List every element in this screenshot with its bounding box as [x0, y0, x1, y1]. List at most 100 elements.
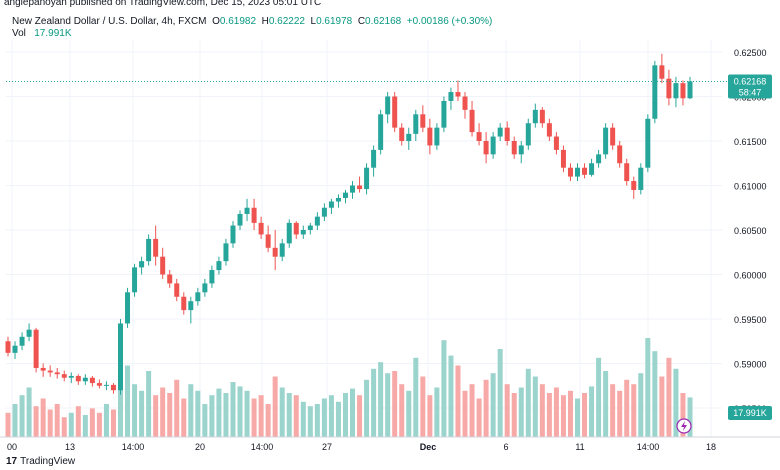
- candle-body: [202, 283, 208, 293]
- y-tick-label: 0.61500: [734, 137, 767, 147]
- volume-bar: [314, 404, 320, 437]
- volume-bar: [392, 371, 398, 437]
- candle-body: [610, 127, 616, 146]
- volume-bar: [139, 390, 145, 437]
- candle-body: [342, 192, 348, 198]
- y-tick-label: 0.61000: [734, 182, 767, 192]
- last-price-tag: [728, 74, 772, 99]
- candle-body: [244, 207, 250, 214]
- volume-bar: [371, 368, 377, 437]
- candlesticks: [5, 53, 693, 395]
- volume-bar: [420, 376, 426, 437]
- candle-body: [350, 185, 356, 193]
- volume-bar: [582, 393, 588, 437]
- volume-bar: [645, 338, 651, 437]
- volume-bar: [490, 373, 496, 437]
- candle-body: [117, 323, 123, 391]
- candle-body: [19, 336, 25, 346]
- candle-body: [575, 167, 581, 177]
- high-value: 0.62222: [268, 16, 305, 27]
- candle-body: [511, 141, 517, 155]
- candle-body: [539, 109, 545, 124]
- candle-body: [258, 222, 264, 235]
- volume-bar: [75, 406, 81, 437]
- candle-body: [357, 185, 363, 190]
- logo-text: TradingView: [20, 456, 76, 467]
- last-price-value: 0.62168: [734, 77, 767, 87]
- volume-bar: [553, 387, 559, 437]
- volume-bar: [659, 376, 665, 437]
- candle-body: [265, 234, 271, 248]
- y-tick-label: 0.60000: [734, 271, 767, 281]
- volume-bar: [307, 406, 313, 437]
- candle-body: [525, 123, 531, 146]
- volume-legend: Vol 17.991K: [12, 28, 72, 39]
- volume-bar: [146, 371, 152, 437]
- volume-bar: [462, 390, 468, 437]
- volume-bar: [103, 404, 109, 437]
- volume-bar: [483, 379, 489, 437]
- candle-body: [448, 92, 454, 101]
- volume-bar: [525, 368, 531, 437]
- volume-bar: [209, 395, 215, 437]
- candle-body: [160, 256, 166, 275]
- open-label: O: [212, 16, 220, 27]
- volume-bar: [96, 412, 102, 437]
- volume-bar: [476, 398, 482, 437]
- x-tick-label: 20: [195, 442, 205, 452]
- candle-body: [378, 114, 384, 150]
- volume-bar: [61, 417, 67, 437]
- volume-bar: [539, 384, 545, 437]
- candle-body: [328, 201, 334, 208]
- tradingview-logo[interactable]: 17 TradingView: [6, 456, 75, 467]
- volume-bar: [167, 393, 173, 437]
- volume-bar: [624, 379, 630, 437]
- candle-body: [307, 225, 313, 230]
- volume-bar: [575, 398, 581, 437]
- volume-bar: [300, 401, 306, 437]
- volume-bars: [5, 338, 693, 437]
- candle-body: [497, 127, 503, 137]
- volume-bar: [265, 404, 271, 437]
- volume-bar: [350, 388, 356, 437]
- candle-body: [603, 127, 609, 155]
- candle-body: [61, 374, 67, 378]
- volume-bar: [378, 362, 384, 437]
- volume-bar: [160, 387, 166, 437]
- volume-bar: [567, 390, 573, 437]
- volume-bar: [328, 395, 334, 437]
- grid: [6, 40, 722, 437]
- candle-body: [47, 370, 53, 373]
- candle-body: [230, 225, 236, 244]
- volume-bar: [434, 387, 440, 437]
- volume-bar: [237, 386, 243, 437]
- candle-body: [680, 83, 686, 99]
- candle-body: [33, 329, 39, 368]
- volume-bar: [54, 404, 60, 437]
- volume-bar: [244, 390, 250, 437]
- volume-bar: [413, 357, 419, 437]
- candle-body: [455, 92, 461, 97]
- volume-bar: [652, 351, 658, 437]
- candle-body: [490, 136, 496, 155]
- symbol-legend: New Zealand Dollar / U.S. Dollar, 4h, FX…: [12, 16, 492, 27]
- candle-body: [153, 238, 159, 257]
- candle-body: [54, 372, 60, 375]
- lightning-icon[interactable]: [676, 418, 692, 434]
- publish-attribution: anglepanoyan published on TradingView.co…: [4, 0, 322, 8]
- candle-body: [553, 136, 559, 150]
- candle-body: [300, 230, 306, 235]
- x-tick-label: 13: [65, 442, 75, 452]
- symbol-name[interactable]: New Zealand Dollar / U.S. Dollar, 4h, FX…: [12, 16, 207, 27]
- candle-body: [110, 384, 116, 391]
- candle-body: [96, 383, 102, 386]
- x-tick-label: Dec: [420, 442, 437, 452]
- volume-label[interactable]: Vol: [12, 28, 26, 39]
- volume-bar: [279, 387, 285, 437]
- volume-bar: [631, 384, 637, 437]
- volume-bar: [26, 387, 32, 437]
- x-tick-label: 14:00: [122, 442, 145, 452]
- volume-bar: [181, 398, 187, 437]
- low-label: L: [310, 16, 317, 27]
